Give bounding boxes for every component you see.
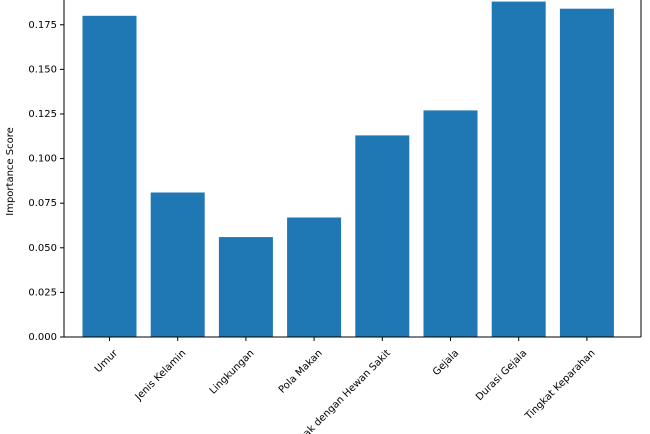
x-tick-label: Jenis Kelamin	[133, 348, 189, 404]
x-tick-label: Umur	[93, 347, 121, 375]
bar	[287, 217, 342, 337]
bar	[559, 8, 614, 337]
bar	[150, 192, 205, 337]
bar	[423, 110, 478, 338]
x-tick-label: Pola Makan	[277, 348, 325, 396]
x-tick-label: Durasi Gejala	[474, 348, 529, 403]
x-tick-label: Kontak dengan Hewan Sakit	[286, 348, 393, 434]
y-tick-label: 0.100	[28, 154, 57, 165]
y-tick-label: 0.075	[28, 198, 57, 209]
y-tick-label: 0.125	[28, 109, 57, 120]
bar	[218, 237, 273, 337]
y-tick-label: 0.150	[28, 64, 57, 75]
bar	[491, 1, 546, 337]
x-axis-ticks: Umur Jenis Kelamin Lingkungan Pola MakanKon…	[93, 337, 598, 434]
x-tick-label: Tingkat Keparahan	[523, 348, 598, 423]
y-tick-label: 0.025	[28, 287, 57, 298]
x-tick-label: Gejala	[431, 348, 461, 378]
y-tick-label: 0.050	[28, 243, 57, 254]
bar	[355, 135, 410, 337]
x-tick-label: Lingkungan	[208, 348, 257, 397]
y-axis-label: Importance Score	[5, 127, 16, 216]
y-tick-label: 0.175	[28, 20, 57, 31]
y-axis-ticks: 0.000 0.025 0.050 0.075 0.100 0.125 0.150 0.175	[28, 20, 64, 343]
y-tick-label: 0.000	[28, 332, 57, 343]
bar	[82, 15, 137, 338]
bars-group	[82, 1, 614, 338]
